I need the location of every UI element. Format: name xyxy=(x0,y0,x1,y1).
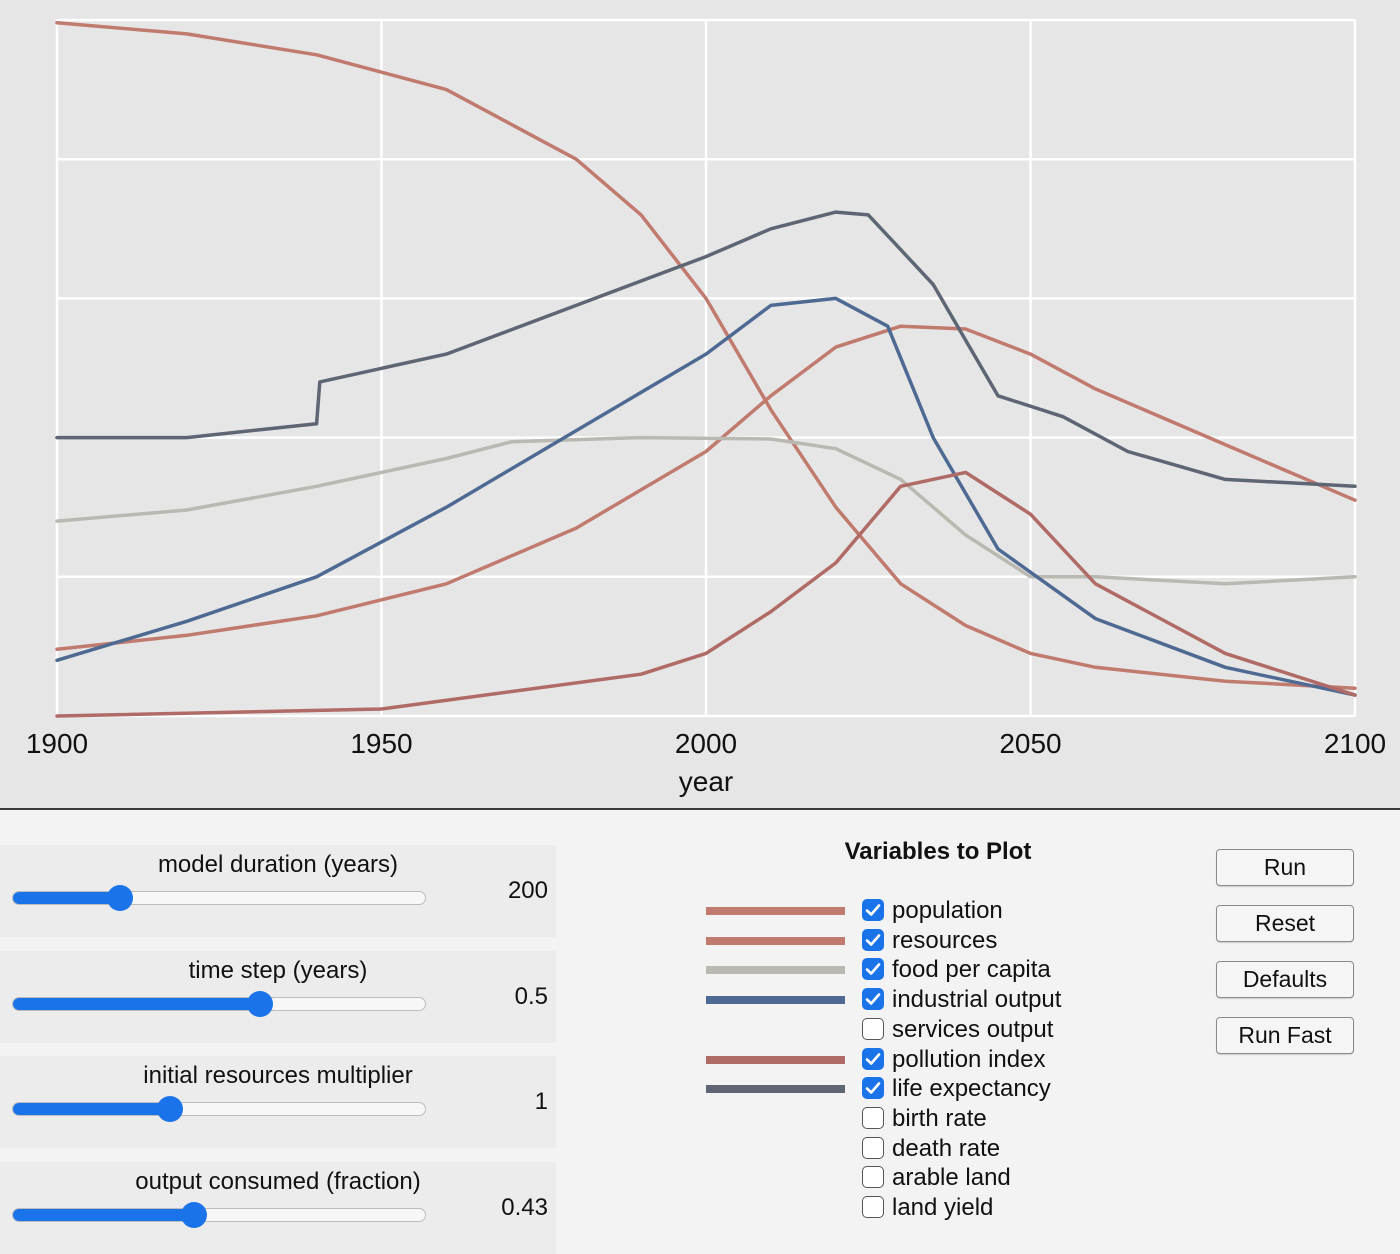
line-chart: 1900 1950 2000 2050 2100 year xyxy=(26,18,1386,797)
variable-row-death-rate: death rate xyxy=(700,1135,1120,1165)
series-line-population xyxy=(55,324,1357,651)
slider-thumb[interactable] xyxy=(107,885,134,911)
variable-label: life expectancy xyxy=(892,1075,1051,1103)
variable-row-resources: resources xyxy=(700,927,1120,957)
controls-panel: model duration (years) 200 time step (year… xyxy=(0,810,1400,1254)
x-tick-label: 1900 xyxy=(26,728,88,759)
checkbox-life-expectancy[interactable] xyxy=(862,1077,884,1100)
variable-row-population: population xyxy=(700,897,1120,927)
legend-swatch xyxy=(706,907,845,915)
variable-label: resources xyxy=(892,926,998,954)
variable-row-pollution-index: pollution index xyxy=(700,1046,1120,1076)
variables-to-plot-title: Variables to Plot xyxy=(844,838,1032,865)
legend-swatch xyxy=(706,936,845,945)
x-tick-label: 1950 xyxy=(350,728,412,759)
x-axis-label: year xyxy=(679,766,733,797)
checkbox-industrial-output[interactable] xyxy=(862,988,884,1011)
checkbox-resources[interactable] xyxy=(862,928,884,951)
slider-value: 200 xyxy=(507,877,548,904)
panel-divider xyxy=(0,808,1400,810)
chart-area: 1900 1950 2000 2050 2100 year xyxy=(0,0,1400,808)
slider-track-duration[interactable] xyxy=(12,885,426,911)
run-fast-button[interactable]: Run Fast xyxy=(1216,1017,1354,1054)
variable-row-birth-rate: birth rate xyxy=(700,1105,1120,1135)
legend-swatch xyxy=(706,996,845,1005)
x-tick-label: 2000 xyxy=(675,728,737,759)
series-line-industrial-output xyxy=(55,296,1357,697)
slider-label: initial resources multiplier xyxy=(143,1062,413,1089)
variable-label: birth rate xyxy=(892,1104,987,1132)
variable-label: land yield xyxy=(892,1194,994,1221)
series-line-life-expectancy xyxy=(55,210,1357,489)
slider-track-timestep[interactable] xyxy=(12,991,426,1017)
slider-thumb[interactable] xyxy=(156,1096,183,1122)
slider-fill xyxy=(13,892,121,904)
checkbox-arable-land[interactable] xyxy=(862,1166,884,1189)
checkbox-food-per-capita[interactable] xyxy=(862,958,884,981)
variable-row-services-output: services output xyxy=(700,1016,1120,1046)
slider-panel-duration: model duration (years) 200 xyxy=(0,845,556,937)
slider-thumb[interactable] xyxy=(247,991,274,1017)
reset-button[interactable]: Reset xyxy=(1216,905,1354,942)
legend-swatch xyxy=(706,1055,845,1064)
variable-label: food per capita xyxy=(892,956,1051,984)
slider-panel-timestep: time step (years) 0.5 xyxy=(0,951,556,1043)
slider-label: time step (years) xyxy=(188,957,368,984)
legend-swatch xyxy=(706,1085,845,1094)
variable-label: population xyxy=(892,897,1003,924)
checkbox-death-rate[interactable] xyxy=(862,1136,884,1159)
variable-row-arable-land: arable land xyxy=(700,1164,1120,1194)
slider-fill xyxy=(13,1103,170,1115)
slider-fill xyxy=(13,1209,195,1221)
x-tick-label: 2050 xyxy=(999,728,1061,759)
checkbox-birth-rate[interactable] xyxy=(862,1106,884,1129)
run-button[interactable]: Run xyxy=(1216,849,1354,886)
series-line-pollution-index xyxy=(55,470,1357,718)
legend-swatch xyxy=(706,966,845,975)
variable-row-life-expectancy: life expectancy xyxy=(700,1075,1120,1105)
slider-fill xyxy=(13,998,261,1010)
slider-track-consumed[interactable] xyxy=(12,1202,426,1228)
series-line-food-per-capita xyxy=(55,435,1357,586)
checkbox-land-yield[interactable] xyxy=(862,1196,884,1218)
slider-panel-resources-mult: initial resources multiplier 1 xyxy=(0,1056,556,1148)
slider-value: 1 xyxy=(534,1088,548,1115)
variable-label: services output xyxy=(892,1015,1054,1043)
variable-row-food-per-capita: food per capita xyxy=(700,956,1120,986)
slider-value: 0.43 xyxy=(501,1194,548,1221)
slider-value: 0.5 xyxy=(514,983,548,1010)
slider-track-resources-mult[interactable] xyxy=(12,1096,426,1122)
variable-label: pollution index xyxy=(892,1045,1046,1073)
variable-row-industrial-output: industrial output xyxy=(700,986,1120,1016)
slider-label: model duration (years) xyxy=(157,851,399,878)
variable-label: death rate xyxy=(892,1134,1001,1162)
slider-label: output consumed (fraction) xyxy=(135,1168,421,1195)
variable-row-land-yield: land yield xyxy=(700,1194,1120,1224)
series-line-resources xyxy=(55,21,1357,690)
slider-panel-consumed: output consumed (fraction) 0.43 xyxy=(0,1162,556,1254)
variable-label: arable land xyxy=(892,1164,1011,1192)
checkbox-pollution-index[interactable] xyxy=(862,1047,884,1070)
x-tick-label: 2100 xyxy=(1324,728,1386,759)
slider-thumb[interactable] xyxy=(181,1202,208,1228)
checkbox-population[interactable] xyxy=(862,899,884,921)
defaults-button[interactable]: Defaults xyxy=(1216,961,1354,998)
checkbox-services-output[interactable] xyxy=(862,1017,884,1040)
variable-label: industrial output xyxy=(892,986,1062,1014)
